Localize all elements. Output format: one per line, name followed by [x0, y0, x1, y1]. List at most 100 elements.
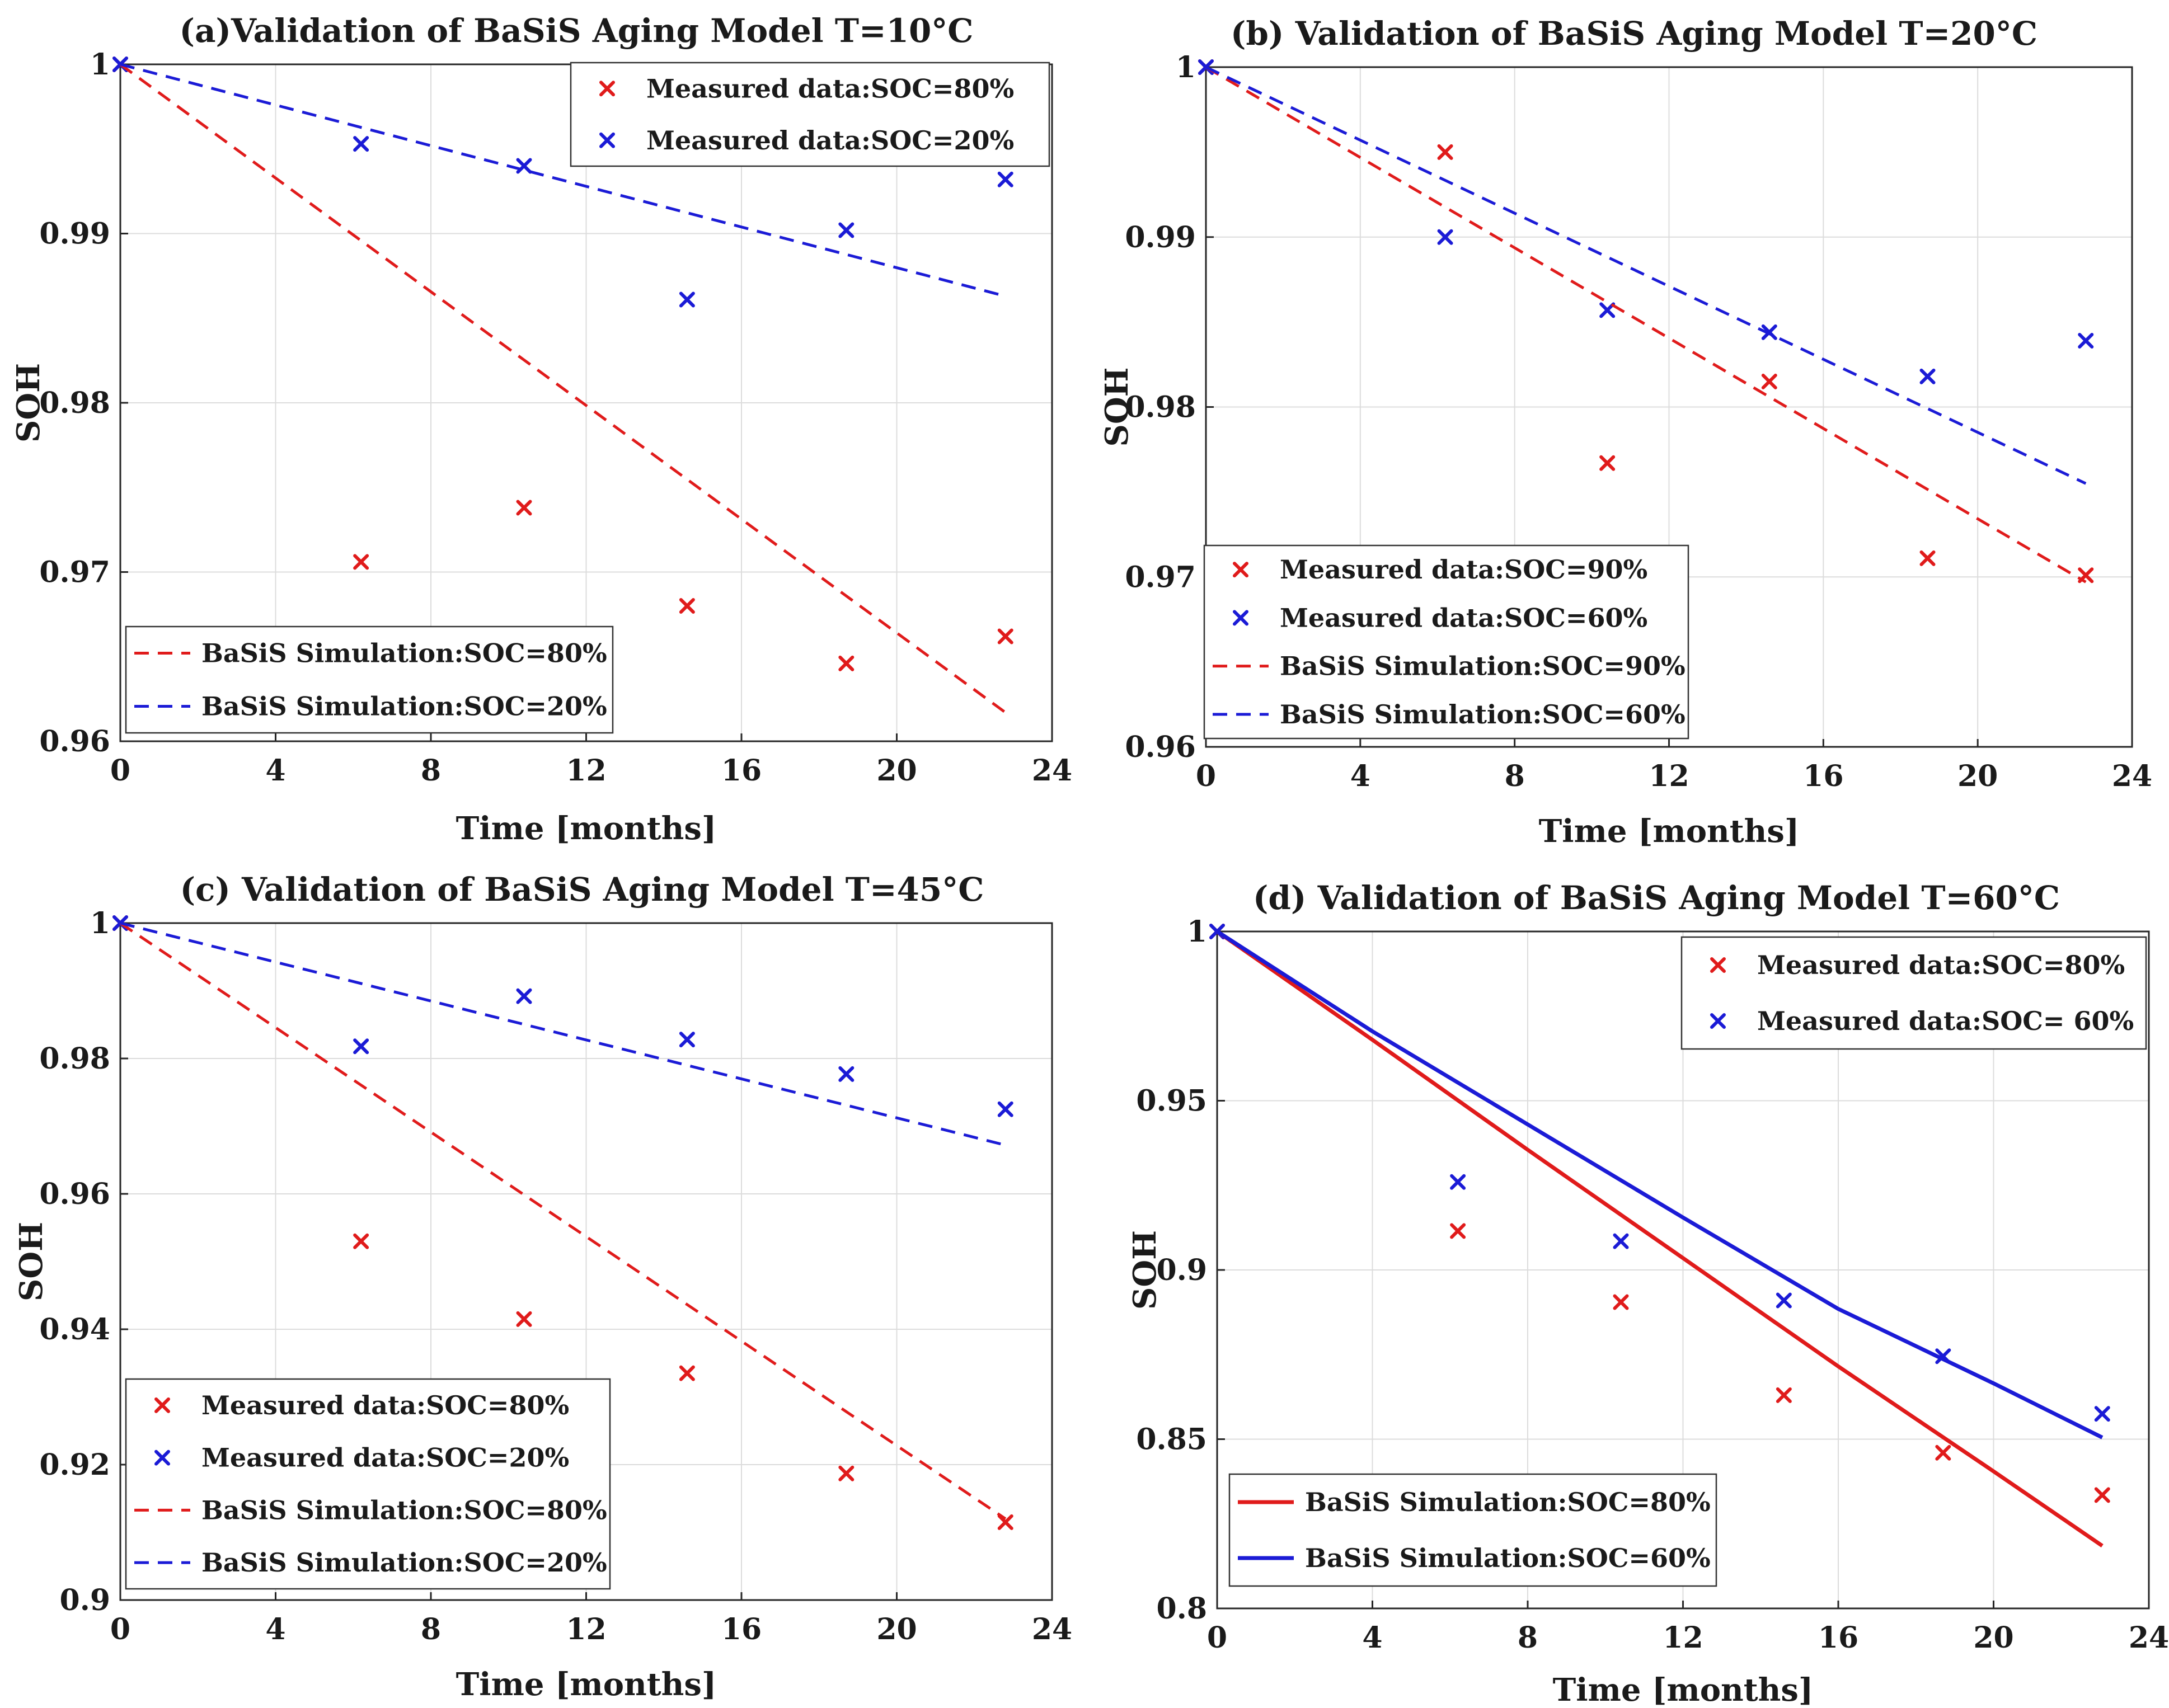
legend-primary: Measured data:SOC=80% Measured data:SOC=2… [125, 1378, 611, 1590]
x-tick-label: 8 [421, 754, 441, 788]
legend-swatch-marker [599, 132, 615, 148]
data-point-marker [838, 1066, 855, 1082]
chart-title: (d) Validation of BaSiS Aging Model T=60… [1253, 879, 2060, 917]
series-line [119, 921, 1007, 1520]
x-tick-label: 0 [110, 754, 130, 788]
legend-label: BaSiS Simulation:SOC=20% [201, 1547, 607, 1578]
data-point-marker [679, 1365, 695, 1381]
data-point-marker [1437, 144, 1453, 160]
x-tick-label: 20 [1973, 1621, 2013, 1655]
data-point-marker [1613, 1294, 1629, 1310]
legend-label: Measured data:SOC= 60% [1757, 1006, 2134, 1036]
legend-label: BaSiS Simulation:SOC=80% [1305, 1487, 1711, 1517]
legend-box [570, 62, 1050, 167]
series-3 [120, 921, 1006, 1147]
x-tick-label: 24 [1032, 1612, 1072, 1646]
y-tick-label: 1 [1187, 915, 1207, 949]
series-line [1216, 930, 2104, 1439]
x-tick-label: 0 [110, 1612, 130, 1646]
y-tick-label: 0.9 [60, 1583, 110, 1617]
x-tick-label: 8 [1518, 1621, 1538, 1655]
series-2 [1215, 930, 2104, 1547]
y-tick-label: 0.95 [1136, 1084, 1207, 1118]
legend-label: BaSiS Simulation:SOC=20% [201, 691, 607, 722]
legend-label: BaSiS Simulation:SOC=60% [1305, 1543, 1711, 1573]
x-tick-label: 12 [566, 754, 606, 788]
legend-primary: Measured data:SOC=80% Measured data:SOC=2… [570, 62, 1050, 167]
y-tick-label: 0.8 [1157, 1592, 1207, 1626]
data-point-marker [516, 988, 532, 1004]
x-tick-label: 24 [1032, 754, 1072, 788]
data-point-marker [997, 628, 1013, 644]
series-line [1205, 65, 2087, 485]
data-point-marker [1776, 1387, 1792, 1403]
data-point-marker [997, 171, 1013, 187]
y-tick-label: 0.92 [39, 1448, 110, 1482]
legend-swatch-marker [1233, 610, 1248, 626]
y-axis-label: SOH [1098, 367, 1135, 446]
x-tick-label: 12 [1663, 1621, 1703, 1655]
legend-label: Measured data:SOC=20% [646, 125, 1014, 156]
series-line [1205, 65, 2087, 584]
data-point-marker [997, 1514, 1013, 1530]
y-tick-label: 0.98 [39, 386, 110, 420]
series-3 [1216, 930, 2104, 1439]
data-point-marker [2078, 333, 2094, 349]
data-point-marker [838, 222, 855, 238]
legend-label: Measured data:SOC=90% [1280, 554, 1647, 585]
legend-label: Measured data:SOC=80% [1757, 950, 2125, 980]
legend-swatch-marker [1233, 562, 1248, 578]
chart-panel-a: 0 4 8 12 16 20 24 0.96 0.97 0.98 0.99 1 (a)Validatio… [10, 12, 1072, 847]
data-point-marker [2094, 1406, 2110, 1422]
data-point-marker [2094, 1487, 2110, 1503]
legend-label: BaSiS Simulation:SOC=60% [1280, 699, 1686, 730]
chart-title: (c) Validation of BaSiS Aging Model T=45… [180, 871, 984, 909]
legend-primary: Measured data:SOC=80% Measured data:SOC= … [1680, 936, 2147, 1050]
legend-secondary: BaSiS Simulation:SOC=80% BaSiS Simulation… [1228, 1473, 1717, 1587]
y-tick-label: 0.96 [39, 724, 110, 759]
data-point-marker [1776, 1292, 1792, 1309]
legend-box [1228, 1473, 1717, 1587]
x-tick-label: 16 [721, 1612, 762, 1646]
data-point-marker [1919, 368, 1936, 384]
data-point-marker [1599, 455, 1616, 471]
x-tick-label: 20 [876, 1612, 917, 1646]
chart-title: (b) Validation of BaSiS Aging Model T=20… [1231, 15, 2037, 53]
data-point-marker [1437, 229, 1453, 245]
data-point-marker [679, 291, 695, 308]
y-tick-label: 0.99 [1125, 220, 1196, 255]
legend-label: Measured data:SOC=80% [646, 73, 1014, 103]
x-tick-label: 24 [2129, 1621, 2169, 1655]
data-point-marker [516, 500, 532, 516]
x-tick-label: 8 [1505, 759, 1525, 793]
chart-panel-c: 0 4 8 12 16 20 24 0.9 0.92 0.94 0.96 0.98 1 (c) Valid… [13, 871, 1072, 1703]
data-point-marker [1450, 1223, 1466, 1239]
y-tick-label: 0.97 [39, 556, 110, 590]
series-1 [1209, 924, 2110, 1422]
x-tick-label: 4 [265, 754, 285, 788]
y-axis-label: SOH [1126, 1230, 1163, 1310]
x-tick-label: 12 [1649, 759, 1689, 793]
data-point-marker [353, 1233, 369, 1249]
data-point-marker [1613, 1233, 1629, 1249]
x-tick-label: 16 [1803, 759, 1843, 793]
series-2 [119, 63, 1007, 714]
data-point-marker [1599, 302, 1616, 318]
data-point-marker [679, 598, 695, 614]
data-point-marker [1919, 550, 1936, 566]
y-tick-label: 0.85 [1136, 1423, 1207, 1457]
y-tick-label: 0.96 [1125, 730, 1196, 764]
x-axis-label: Time [months] [456, 1666, 717, 1703]
legend-swatch-marker [1710, 957, 1726, 973]
y-tick-label: 1 [90, 48, 110, 82]
data-point-marker [516, 1311, 532, 1327]
series-line [120, 921, 1006, 1147]
legend-label: BaSiS Simulation:SOC=90% [1280, 651, 1686, 681]
data-point-marker [1450, 1174, 1466, 1190]
y-tick-label: 1 [1176, 50, 1196, 84]
data-point-marker [1935, 1444, 1951, 1461]
x-axis-label: Time [months] [1553, 1672, 1814, 1708]
x-axis-label: Time [months] [1539, 813, 1800, 850]
x-axis-label: Time [months] [456, 810, 717, 847]
y-axis-label: SOH [10, 363, 47, 443]
